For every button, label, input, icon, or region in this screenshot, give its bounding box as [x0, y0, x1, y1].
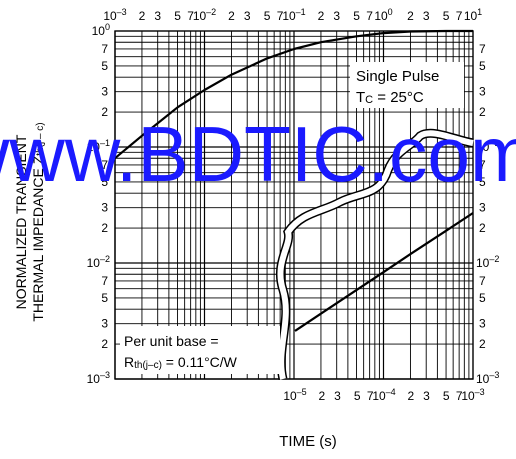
y-right-decade-label: 10–3: [476, 370, 499, 386]
top-x-tick-label: 5: [353, 9, 360, 23]
top-x-tick-label: 2: [139, 9, 146, 23]
top-x-decade-label: 10–3: [103, 7, 126, 23]
bottom-x-decade-label: 10–4: [372, 387, 395, 403]
bottom-x-tick-label: 5: [354, 389, 361, 403]
y-right-tick-label: 7: [479, 274, 486, 288]
y-left-tick-label: 3: [101, 85, 108, 99]
top-x-tick-label: 3: [244, 9, 251, 23]
y-left-tick-label: 2: [101, 337, 108, 351]
top-x-decade-label: 101: [464, 7, 482, 23]
top-x-tick-label: 2: [318, 9, 325, 23]
top-x-decade-label: 10–2: [193, 7, 216, 23]
case-temp-value: = 25°C: [373, 89, 424, 106]
y-left-decade-label: 100: [92, 22, 110, 38]
y-right-tick-label: 2: [479, 221, 486, 235]
top-x-tick-label: 7: [366, 9, 373, 23]
y-right-tick-label: 5: [479, 291, 486, 305]
top-x-tick-label: 7: [456, 9, 463, 23]
base-note-line1: Per unit base =: [124, 333, 219, 349]
y-right-tick-label: 3: [479, 85, 486, 99]
y-left-decade-label: 10–2: [87, 254, 110, 270]
bottom-x-tick-label: 2: [318, 389, 325, 403]
pulse-note: Single Pulse: [356, 68, 439, 85]
y-left-tick-label: 3: [101, 201, 108, 215]
case-temp-prefix: T: [356, 89, 365, 106]
top-x-tick-label: 2: [228, 9, 235, 23]
y-right-decade-label: 10–2: [476, 254, 499, 270]
base-value: = 0.11°C/W: [162, 354, 238, 370]
x-axis-title: TIME (s): [279, 433, 337, 450]
top-x-tick-label: 5: [264, 9, 271, 23]
top-x-decade-label: 10–1: [282, 7, 305, 23]
y-right-tick-label: 5: [479, 59, 486, 73]
case-temp-sub: C: [365, 94, 373, 106]
y-left-decade-label: 10–3: [87, 370, 110, 386]
bottom-x-decade-label: 10–3: [461, 387, 484, 403]
bottom-x-tick-label: 2: [407, 389, 414, 403]
y-right-tick-label: 3: [479, 201, 486, 215]
y-left-tick-label: 3: [101, 317, 108, 331]
y-right-tick-label: 3: [479, 317, 486, 331]
top-x-tick-label: 5: [443, 9, 450, 23]
y-right-tick-label: 7: [479, 42, 486, 56]
y-right-tick-label: 2: [479, 337, 486, 351]
y-left-tick-label: 7: [101, 42, 108, 56]
bottom-x-tick-label: 3: [423, 389, 430, 403]
bottom-x-tick-label: 3: [334, 389, 341, 403]
base-prefix: R: [124, 354, 134, 370]
top-x-tick-label: 3: [154, 9, 161, 23]
top-x-decade-label: 100: [374, 7, 392, 23]
y-left-tick-label: 2: [101, 221, 108, 235]
top-x-tick-label: 5: [174, 9, 181, 23]
top-x-tick-label: 3: [423, 9, 430, 23]
bottom-x-tick-label: 5: [443, 389, 450, 403]
y-left-tick-label: 5: [101, 59, 108, 73]
top-x-tick-label: 2: [407, 9, 414, 23]
base-sub: th(j–c): [134, 360, 162, 371]
watermark: www.BDTIC.com: [0, 110, 516, 198]
top-x-tick-label: 3: [333, 9, 340, 23]
bottom-x-decade-label: 10–5: [283, 387, 306, 403]
y-left-tick-label: 5: [101, 291, 108, 305]
y-left-tick-label: 7: [101, 274, 108, 288]
